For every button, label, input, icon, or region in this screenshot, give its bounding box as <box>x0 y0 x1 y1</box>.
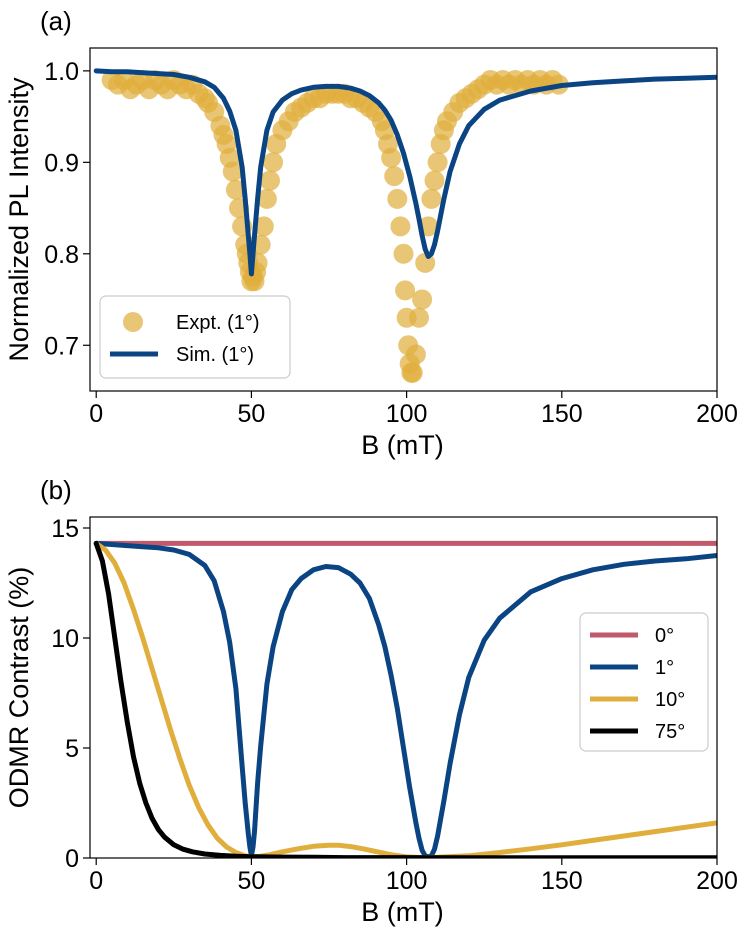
legend-label: 75° <box>655 721 685 743</box>
data-point <box>421 188 442 209</box>
x-tick-label: 50 <box>237 867 265 895</box>
x-tick-label: 0 <box>89 400 103 428</box>
series-line-1 <box>93 68 717 277</box>
data-point <box>384 166 405 187</box>
y-tick-label: 15 <box>51 515 79 543</box>
y-tick-label: 0.7 <box>44 332 79 360</box>
legend-label: Sim. (1°) <box>176 344 254 366</box>
panel-label: (a) <box>40 6 72 36</box>
series-line-1 <box>93 540 717 858</box>
y-tick-label: 0.9 <box>44 149 79 177</box>
legend-box <box>99 295 291 379</box>
x-axis-label: B (mT) <box>361 897 443 927</box>
x-tick-label: 100 <box>386 867 428 895</box>
data-point <box>222 161 243 182</box>
panel-label: (b) <box>40 475 72 505</box>
data-point <box>424 170 445 191</box>
axes-frame <box>89 516 718 859</box>
x-tick-label: 0 <box>89 867 103 895</box>
y-tick-label: 0.8 <box>44 241 79 269</box>
legend-box <box>579 612 709 752</box>
legend-label: 0° <box>655 625 674 647</box>
data-point <box>381 147 402 168</box>
plot-area <box>93 68 717 383</box>
data-point <box>390 216 411 237</box>
data-point <box>263 152 284 173</box>
axes-frame <box>89 47 718 392</box>
data-point <box>409 307 429 328</box>
x-tick-label: 150 <box>541 867 583 895</box>
legend-label: Expt. (1°) <box>176 312 260 334</box>
y-tick-label: 5 <box>65 735 79 763</box>
data-point <box>402 362 423 383</box>
data-point <box>395 280 416 301</box>
data-point <box>393 243 414 264</box>
y-axis-label: ODMR Contrast (%) <box>4 567 34 809</box>
x-tick-label: 150 <box>541 400 583 428</box>
data-point <box>253 216 274 237</box>
x-tick-label: 100 <box>386 400 428 428</box>
y-tick-label: 1.0 <box>44 58 79 86</box>
y-axis-label: Normalized PL Intensity <box>4 77 34 362</box>
legend-marker <box>123 312 143 332</box>
data-point <box>405 344 426 365</box>
panel-b: (b) 0 50 100 150 200 0 5 10 15 B (mT) ODMR Contrast… <box>4 475 738 927</box>
data-point <box>387 188 408 209</box>
legend: 0° 1° 10° 75° <box>579 612 709 752</box>
data-point <box>412 289 433 310</box>
legend-label: 10° <box>655 689 685 711</box>
y-tick-label: 0 <box>65 845 79 873</box>
series-line-2 <box>93 540 717 858</box>
y-tick-label: 10 <box>51 625 79 653</box>
legend-label: 1° <box>655 657 674 679</box>
legend: Expt. (1°) Sim. (1°) <box>99 295 291 379</box>
data-point <box>256 188 277 209</box>
panel-a: (a) 0 50 100 150 200 0.7 0.8 0.9 1.0 B (mT) Normali… <box>4 6 738 460</box>
x-tick-label: 50 <box>237 400 265 428</box>
data-point <box>260 170 280 191</box>
data-point <box>225 179 246 200</box>
x-tick-label: 200 <box>696 400 738 428</box>
data-point <box>427 152 448 173</box>
x-axis-label: B (mT) <box>361 430 443 460</box>
x-tick-label: 200 <box>696 867 738 895</box>
